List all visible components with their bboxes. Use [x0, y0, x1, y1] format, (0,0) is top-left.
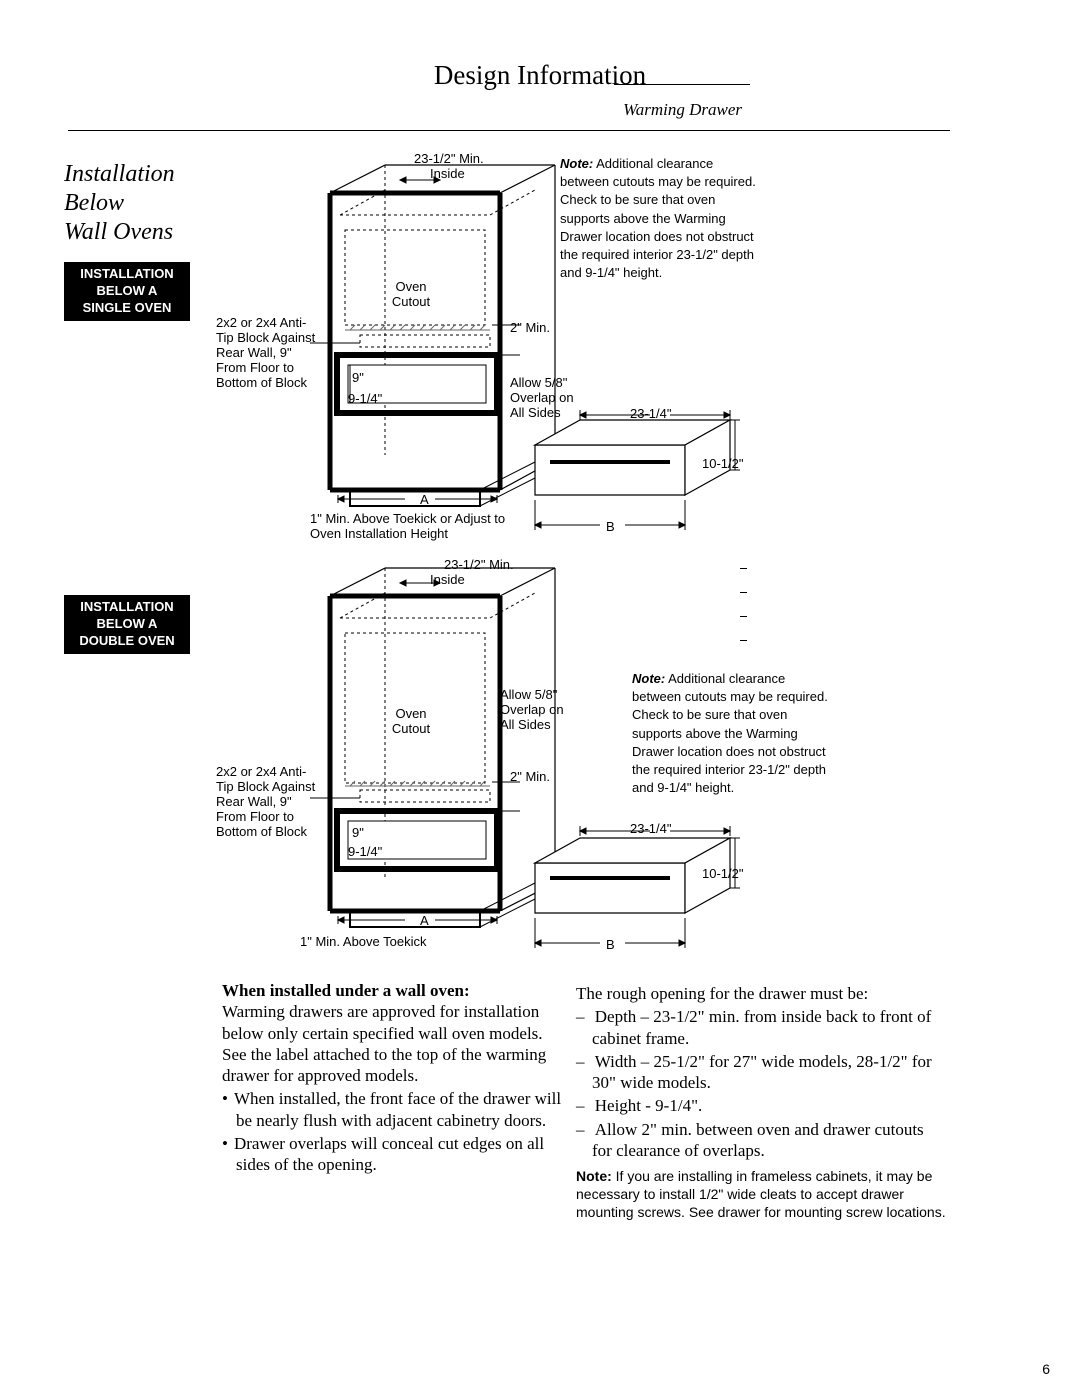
section-heading: InstallationBelowWall Ovens	[64, 160, 175, 246]
body-right-dashes: Depth – 23-1/2" min. from inside back to…	[576, 1006, 946, 1161]
d1-nine: 9"	[352, 371, 364, 386]
note-1-body: Additional clearance between cutouts may…	[560, 156, 756, 280]
body-right-note: Note: If you are installing in frameless…	[576, 1167, 946, 1222]
d1-dimA: A	[420, 493, 429, 508]
label-double-oven: INSTALLATIONBELOW ADOUBLE OVEN	[64, 595, 190, 654]
d1-nine-quarter: 9-1/4"	[348, 392, 382, 407]
d1-drawer-w: 23-1/4"	[630, 407, 671, 422]
top-rule	[68, 130, 950, 131]
note-1-label: Note:	[560, 156, 593, 171]
d2-dimB: B	[606, 938, 615, 953]
d2-drawer-w: 23-1/4"	[630, 822, 671, 837]
body-right-note-body: If you are installing in frameless cabin…	[576, 1168, 946, 1220]
d1-anti-tip: 2x2 or 2x4 Anti-Tip Block Against Rear W…	[216, 316, 316, 391]
d2-inside: Inside	[430, 573, 465, 588]
d2-dimA: A	[420, 914, 429, 929]
d2-overlap: Allow 5/8"Overlap onAll Sides	[500, 688, 580, 733]
title-underline	[614, 84, 750, 85]
body-right-note-label: Note:	[576, 1168, 612, 1184]
d1-overlap: Allow 5/8"Overlap onAll Sides	[510, 376, 590, 421]
d2-drawer-h: 10-1/2"	[702, 867, 743, 882]
d2-two-min: 2" Min.	[510, 770, 550, 785]
d1-toekick: 1" Min. Above Toekick or Adjust to Oven …	[310, 512, 510, 542]
body-left: When installed under a wall oven: Warmin…	[222, 980, 562, 1175]
d2-nine-quarter: 9-1/4"	[348, 845, 382, 860]
body-right-intro: The rough opening for the drawer must be…	[576, 983, 946, 1004]
note-2-label: Note:	[632, 671, 665, 686]
body-left-intro: Warming drawers are approved for install…	[222, 1001, 562, 1086]
d2-anti-tip: 2x2 or 2x4 Anti-Tip Block Against Rear W…	[216, 765, 316, 840]
d2-oven-cutout: OvenCutout	[386, 707, 436, 737]
page-title: Design Information	[0, 60, 1080, 91]
note-1: Note: Additional clearance between cutou…	[560, 155, 760, 282]
d2-nine: 9"	[352, 826, 364, 841]
body-left-heading: When installed under a wall oven:	[222, 980, 562, 1001]
d1-top-dim: 23-1/2" Min.	[414, 152, 484, 167]
body-right: The rough opening for the drawer must be…	[576, 983, 946, 1222]
d1-inside: Inside	[430, 167, 465, 182]
page-number: 6	[1042, 1361, 1050, 1377]
d2-toekick: 1" Min. Above Toekick	[300, 935, 427, 950]
d1-dimB: B	[606, 520, 615, 535]
body-left-bullets: When installed, the front face of the dr…	[222, 1088, 562, 1175]
note-2: Note: Additional clearance between cutou…	[632, 670, 832, 797]
note-2-body: Additional clearance between cutouts may…	[632, 671, 828, 795]
subtitle: Warming Drawer	[623, 100, 742, 120]
d1-drawer-h: 10-1/2"	[702, 457, 743, 472]
d2-top-dim: 23-1/2" Min.	[444, 558, 514, 573]
d1-oven-cutout: OvenCutout	[386, 280, 436, 310]
label-single-oven: INSTALLATIONBELOW ASINGLE OVEN	[64, 262, 190, 321]
d1-two-min: 2" Min.	[510, 321, 550, 336]
